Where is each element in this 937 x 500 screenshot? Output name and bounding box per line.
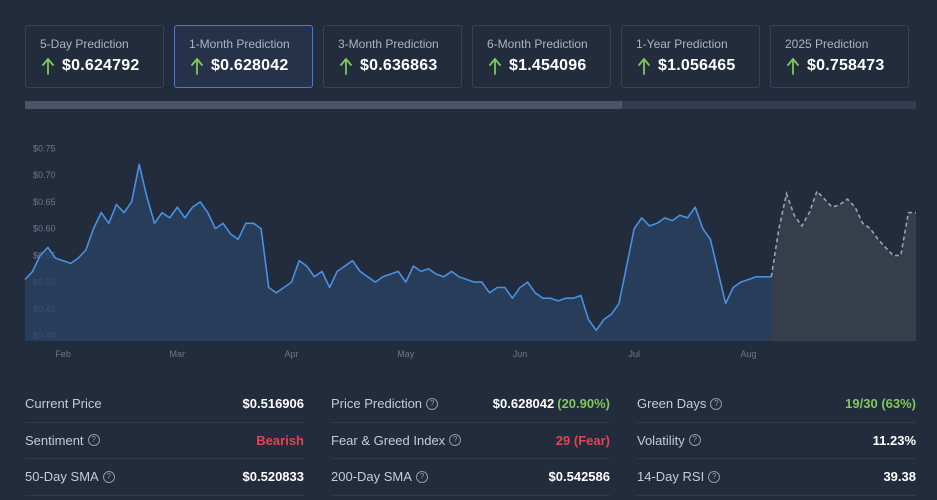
card-label: 1-Year Prediction — [636, 37, 728, 51]
plot-area — [24, 163, 916, 341]
help-icon[interactable]: ? — [710, 397, 723, 410]
card-value: $1.454096 — [509, 57, 587, 74]
arrow-up-icon — [42, 58, 54, 75]
price-chart-svg: $0.75$0.70$0.65$0.60$0.55$0.50$0.45$0.40… — [24, 143, 916, 359]
help-icon[interactable]: ? — [102, 470, 115, 483]
stat-value: 11.23% — [872, 432, 916, 448]
stat-label: Fear & Greed Index? — [331, 433, 462, 448]
stat-value: 19/30 (63%) — [845, 396, 916, 412]
help-icon[interactable]: ? — [426, 397, 439, 410]
stat-value: Bearish — [256, 432, 304, 448]
card-value: $0.636863 — [360, 57, 438, 74]
stat-value: $0.542586 — [548, 469, 610, 485]
stat-label: Volatility? — [637, 433, 701, 448]
stats-row: 50-Day SMA? $0.520833 200-Day SMA? $0.54… — [25, 459, 916, 496]
x-tick-label: Mar — [170, 349, 186, 359]
arrow-up-icon — [787, 58, 799, 75]
stat-value: 29 (Fear) — [555, 432, 610, 448]
card-value: $0.624792 — [62, 57, 140, 74]
stat-sentiment: Sentiment? Bearish — [25, 423, 304, 459]
scrollbar-thumb[interactable] — [25, 101, 622, 109]
stat-value: $0.628042 (20.90%) — [492, 396, 610, 412]
stat-label: 50-Day SMA? — [25, 469, 115, 484]
arrow-up-icon — [638, 58, 650, 75]
x-tick-label: Feb — [55, 349, 71, 359]
stat-volatility: Volatility? 11.23% — [637, 423, 916, 459]
price-chart: $0.75$0.70$0.65$0.60$0.55$0.50$0.45$0.40… — [0, 130, 937, 370]
y-tick-label: $0.60 — [33, 224, 56, 234]
stat-label: Price Prediction? — [331, 396, 439, 411]
historical-area — [25, 164, 772, 341]
stats-table: Current Price $0.516906 Price Prediction… — [25, 386, 916, 496]
x-tick-label: May — [397, 349, 415, 359]
stat-14-day-rsi: 14-Day RSI? 39.38 — [637, 459, 916, 496]
stat-label: Sentiment? — [25, 433, 100, 448]
historical-price-line — [24, 163, 772, 332]
stat-value: $0.520833 — [242, 469, 304, 485]
y-tick-label: $0.65 — [33, 197, 56, 207]
card-6-month[interactable]: 6-Month Prediction $1.454096 — [472, 25, 611, 88]
prediction-area — [771, 191, 916, 341]
stat-fear-greed-index: Fear & Greed Index? 29 (Fear) — [331, 423, 610, 459]
stat-current-price: Current Price $0.516906 — [25, 386, 304, 423]
x-tick-label: Jun — [513, 349, 528, 359]
card-1-year[interactable]: 1-Year Prediction $1.056465 — [621, 25, 760, 88]
card-label: 3-Month Prediction — [338, 37, 439, 51]
stat-green-days: Green Days? 19/30 (63%) — [637, 386, 916, 423]
x-tick-label: Apr — [285, 349, 299, 359]
prediction-cards: 5-Day Prediction $0.624792 1-Month Predi… — [25, 25, 909, 88]
y-tick-label: $0.75 — [33, 143, 56, 153]
prediction-line — [770, 189, 916, 277]
stat-label: Green Days? — [637, 396, 723, 411]
help-icon[interactable]: ? — [688, 434, 701, 447]
stat-label: 14-Day RSI? — [637, 469, 721, 484]
stats-row: Current Price $0.516906 Price Prediction… — [25, 386, 916, 423]
card-5-day[interactable]: 5-Day Prediction $0.624792 — [25, 25, 164, 88]
card-3-month[interactable]: 3-Month Prediction $0.636863 — [323, 25, 462, 88]
stat-label: Current Price — [25, 396, 102, 412]
help-icon[interactable]: ? — [87, 434, 100, 447]
card-label: 6-Month Prediction — [487, 37, 588, 51]
arrow-up-icon — [489, 58, 501, 75]
stats-row: Sentiment? Bearish Fear & Greed Index? 2… — [25, 423, 916, 459]
stat-label: 200-Day SMA? — [331, 469, 428, 484]
card-label: 5-Day Prediction — [40, 37, 129, 51]
stat-price-prediction: Price Prediction? $0.628042 (20.90%) — [331, 386, 610, 423]
y-tick-label: $0.70 — [33, 170, 56, 180]
stat-value: 39.38 — [883, 469, 916, 485]
arrow-up-icon — [191, 58, 203, 75]
x-axis-ticks: Feb Mar Apr May Jun Jul Aug — [55, 349, 756, 359]
help-icon[interactable]: ? — [449, 434, 462, 447]
help-icon[interactable]: ? — [708, 470, 721, 483]
stat-50-day-sma: 50-Day SMA? $0.520833 — [25, 459, 304, 496]
stat-200-day-sma: 200-Day SMA? $0.542586 — [331, 459, 610, 496]
stat-value: $0.516906 — [242, 396, 304, 412]
stat-percent: (20.90%) — [557, 396, 610, 412]
card-value: $1.056465 — [658, 57, 736, 74]
x-tick-label: Jul — [628, 349, 640, 359]
arrow-up-icon — [340, 58, 352, 75]
card-label: 1-Month Prediction — [189, 37, 290, 51]
card-1-month[interactable]: 1-Month Prediction $0.628042 — [174, 25, 313, 88]
card-value: $0.758473 — [807, 57, 885, 74]
card-label: 2025 Prediction — [785, 37, 869, 51]
help-icon[interactable]: ? — [415, 470, 428, 483]
card-value: $0.628042 — [211, 57, 289, 74]
card-2025[interactable]: 2025 Prediction $0.758473 — [770, 25, 909, 88]
card-scrollbar[interactable] — [25, 101, 916, 109]
x-tick-label: Aug — [740, 349, 756, 359]
